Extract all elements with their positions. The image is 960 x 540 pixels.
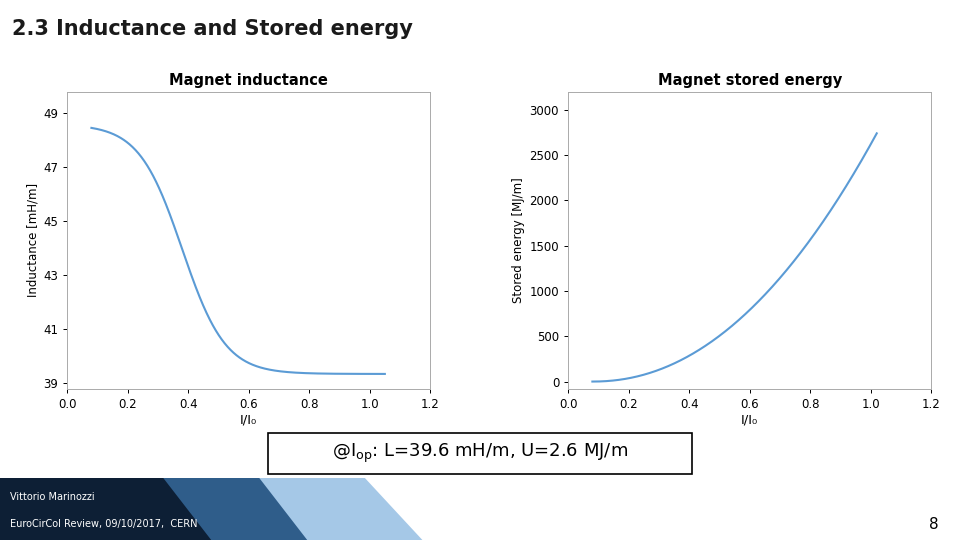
Polygon shape — [0, 478, 307, 540]
Polygon shape — [0, 478, 422, 540]
X-axis label: I/I₀: I/I₀ — [240, 414, 257, 427]
Y-axis label: Stored energy [MJ/m]: Stored energy [MJ/m] — [513, 178, 525, 303]
Title: Magnet inductance: Magnet inductance — [169, 73, 328, 88]
X-axis label: I/I₀: I/I₀ — [741, 414, 758, 427]
Text: 8: 8 — [929, 517, 939, 532]
Y-axis label: Inductance [mH/m]: Inductance [mH/m] — [26, 183, 39, 298]
Text: 2.3 Inductance and Stored energy: 2.3 Inductance and Stored energy — [12, 19, 414, 39]
Text: EuroCirCol Review, 09/10/2017,  CERN: EuroCirCol Review, 09/10/2017, CERN — [10, 519, 197, 530]
FancyBboxPatch shape — [268, 433, 692, 474]
Title: Magnet stored energy: Magnet stored energy — [658, 73, 842, 88]
Polygon shape — [0, 478, 211, 540]
Text: @I$_{\mathregular{op}}$: L=39.6 mH/m, U=2.6 MJ/m: @I$_{\mathregular{op}}$: L=39.6 mH/m, U=… — [332, 442, 628, 465]
Text: Vittorio Marinozzi: Vittorio Marinozzi — [10, 491, 94, 502]
